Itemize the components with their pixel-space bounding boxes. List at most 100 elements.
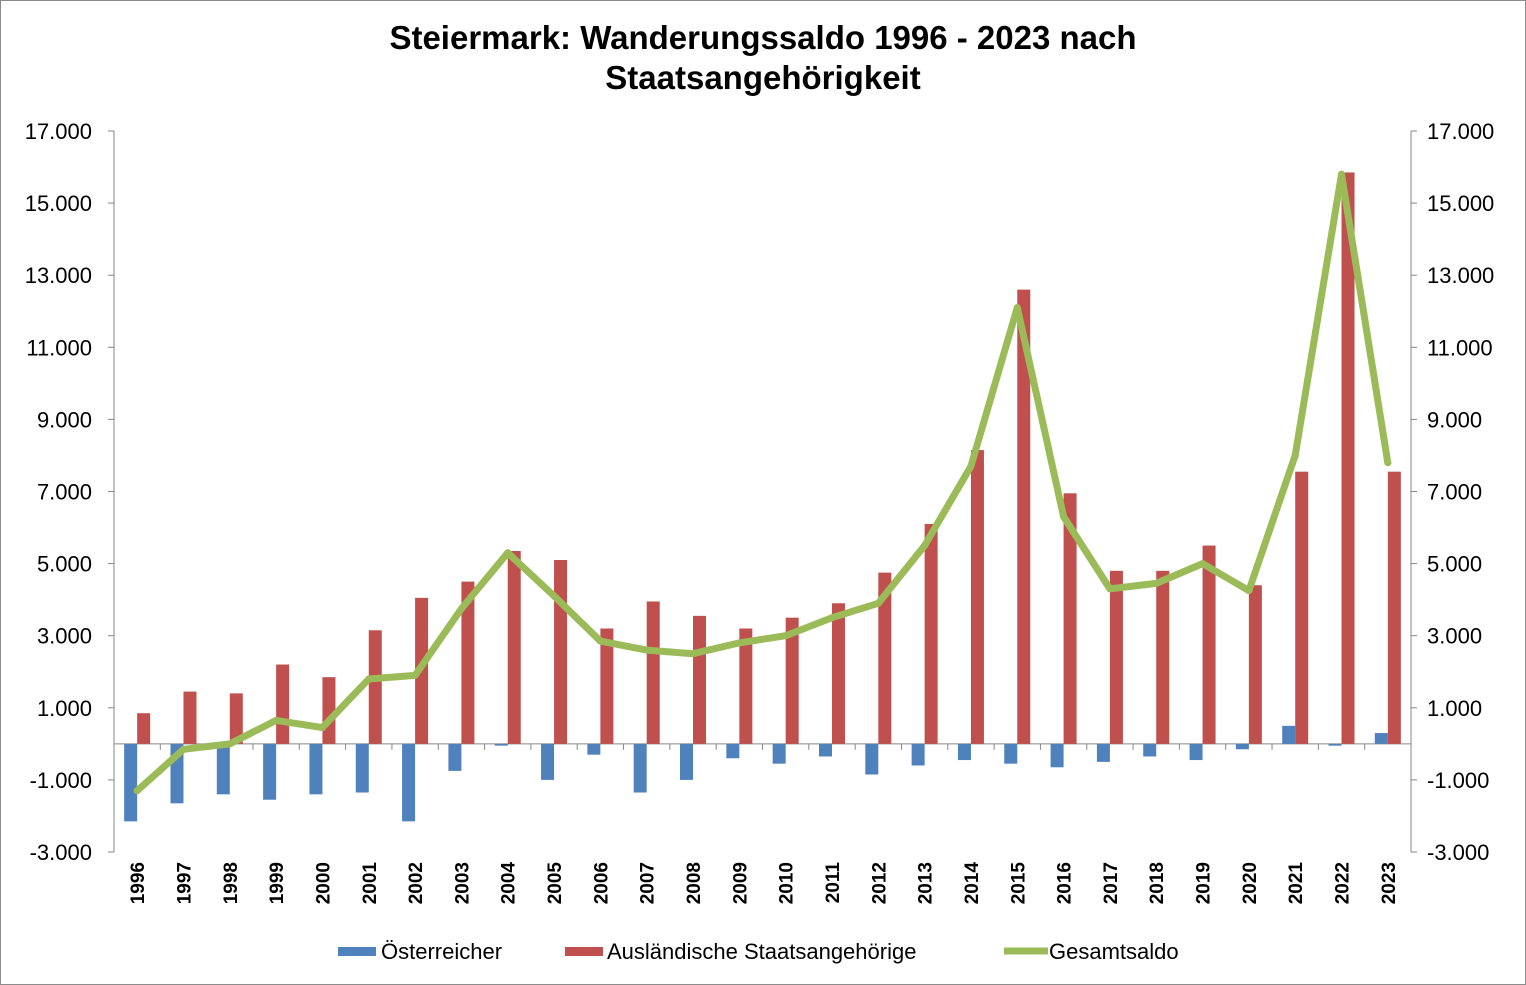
y-axis-left: -3.000 -1.000 1.000 3.000 5.000 7.000 9.000 11.… — [25, 119, 115, 865]
y-tick-label-left: 3.000 — [37, 624, 92, 649]
y-tick-label-left: 13.000 — [25, 263, 92, 288]
y-tick-label-right: 11.000 — [1427, 335, 1493, 360]
legend-swatch-1 — [565, 947, 603, 956]
line-gesamtsaldo — [133, 170, 1392, 795]
x-tick-label: 2001 — [360, 862, 381, 905]
x-tick-label: 2005 — [545, 862, 566, 905]
x-tick-label: 2010 — [777, 862, 798, 904]
bar-auslaendische-2011 — [831, 603, 845, 744]
legend-label-1: Ausländische Staatsangehörige — [607, 939, 916, 964]
bar-auslaendische-2018 — [1156, 570, 1170, 744]
chart-title-line-2: Staatsangehörigkeit — [605, 59, 921, 96]
line-point-2013 — [921, 542, 929, 550]
y-tick-label-right: 9.000 — [1427, 407, 1482, 432]
x-tick-label: 2003 — [452, 862, 473, 904]
bar-auslaendische-2003 — [461, 581, 475, 744]
bar-auslaendische-2000 — [322, 677, 336, 744]
bar-oesterreicher-2001 — [355, 743, 369, 793]
y-tick-label-right: 7.000 — [1427, 480, 1482, 505]
bar-auslaendische-2020 — [1248, 585, 1262, 744]
x-tick-label: 2016 — [1055, 862, 1076, 904]
chart-title: Steiermark: Wanderungssaldo 1996 - 2023 … — [0, 18, 1526, 98]
y-tick-label-right: 5.000 — [1427, 552, 1482, 577]
x-tick-label: 2017 — [1101, 862, 1122, 904]
legend-swatch-0 — [338, 947, 376, 956]
x-axis: 1996 1997 1998 1999 2000 2001 2002 2003 2004 2005… — [113, 743, 1412, 905]
x-tick-label: 2007 — [638, 862, 659, 904]
bar-auslaendische-1997 — [183, 691, 197, 744]
x-tick-label: 2004 — [499, 862, 520, 905]
bar-auslaendische-2009 — [739, 628, 753, 744]
bar-oesterreicher-2023 — [1374, 733, 1388, 744]
bar-auslaendische-1998 — [229, 693, 243, 744]
bar-auslaendische-2022 — [1341, 172, 1355, 744]
y-tick-label-left: -3.000 — [30, 840, 92, 865]
bar-oesterreicher-2000 — [309, 743, 323, 795]
bar-auslaendische-2001 — [368, 630, 382, 744]
x-tick-label: 1999 — [267, 862, 288, 904]
y-tick-label-right: 1.000 — [1427, 696, 1482, 721]
line-point-2016 — [1060, 513, 1068, 521]
line-point-2018 — [1152, 579, 1160, 587]
bar-auslaendische-2010 — [785, 617, 799, 744]
line-point-2012 — [874, 599, 882, 607]
bar-auslaendische-2014 — [970, 450, 984, 744]
y-tick-label-right: 13.000 — [1427, 263, 1494, 288]
bar-auslaendische-2023 — [1387, 471, 1401, 744]
line-point-2000 — [318, 724, 326, 732]
bar-oesterreicher-2012 — [865, 743, 879, 775]
bar-oesterreicher-2020 — [1235, 743, 1249, 750]
chart-title-line-1: Steiermark: Wanderungssaldo 1996 - 2023 … — [389, 19, 1137, 56]
y-tick-label-left: 1.000 — [37, 696, 92, 721]
bar-auslaendische-2006 — [600, 628, 614, 744]
line-point-1997 — [179, 745, 187, 753]
x-tick-label: 2022 — [1333, 862, 1354, 904]
bar-auslaendische-2015 — [1017, 289, 1031, 744]
line-series — [133, 170, 1392, 795]
line-point-2005 — [550, 592, 558, 600]
bar-auslaendische-2013 — [924, 523, 938, 744]
y-tick-label-right: -1.000 — [1427, 768, 1489, 793]
bar-series — [124, 172, 1401, 822]
line-point-2004 — [504, 549, 512, 557]
bar-auslaendische-2007 — [646, 601, 660, 744]
bar-oesterreicher-2011 — [818, 743, 832, 757]
x-tick-label: 2002 — [406, 862, 427, 904]
line-point-2008 — [689, 650, 697, 658]
legend-label-0: Österreicher — [381, 939, 502, 964]
y-tick-label-left: 5.000 — [37, 552, 92, 577]
bar-oesterreicher-1996 — [124, 743, 138, 822]
bar-oesterreicher-2021 — [1282, 725, 1296, 744]
line-point-2006 — [596, 637, 604, 645]
line-point-2021 — [1291, 451, 1299, 459]
y-tick-label-right: 15.000 — [1427, 191, 1494, 216]
bar-auslaendische-2005 — [554, 559, 568, 744]
bar-oesterreicher-2004 — [494, 743, 508, 746]
line-point-2019 — [1199, 560, 1207, 568]
line-point-2010 — [782, 632, 790, 640]
legend: Österreicher Ausländische Staatsangehörig… — [338, 939, 1179, 964]
x-tick-label: 2012 — [869, 862, 890, 904]
x-tick-label: 2008 — [684, 862, 705, 904]
bar-oesterreicher-2016 — [1050, 743, 1064, 768]
x-tick-label: 2019 — [1194, 862, 1215, 904]
bar-oesterreicher-2003 — [448, 743, 462, 771]
y-tick-label-left: 7.000 — [37, 480, 92, 505]
bar-auslaendische-2012 — [878, 572, 892, 744]
bar-auslaendische-2004 — [507, 550, 521, 744]
bar-auslaendische-2021 — [1295, 471, 1309, 744]
bar-oesterreicher-2014 — [957, 743, 971, 761]
line-point-2020 — [1245, 587, 1253, 595]
x-tick-label: 1996 — [128, 862, 149, 904]
x-tick-label: 2021 — [1286, 862, 1307, 905]
bar-auslaendische-2019 — [1202, 545, 1216, 744]
bar-oesterreicher-2010 — [772, 743, 786, 764]
bar-oesterreicher-2022 — [1328, 743, 1342, 746]
bar-oesterreicher-2002 — [402, 743, 416, 822]
bar-oesterreicher-2018 — [1143, 743, 1157, 757]
bar-oesterreicher-2005 — [541, 743, 555, 780]
y-tick-label-left: -1.000 — [30, 768, 92, 793]
line-point-2023 — [1384, 459, 1392, 467]
